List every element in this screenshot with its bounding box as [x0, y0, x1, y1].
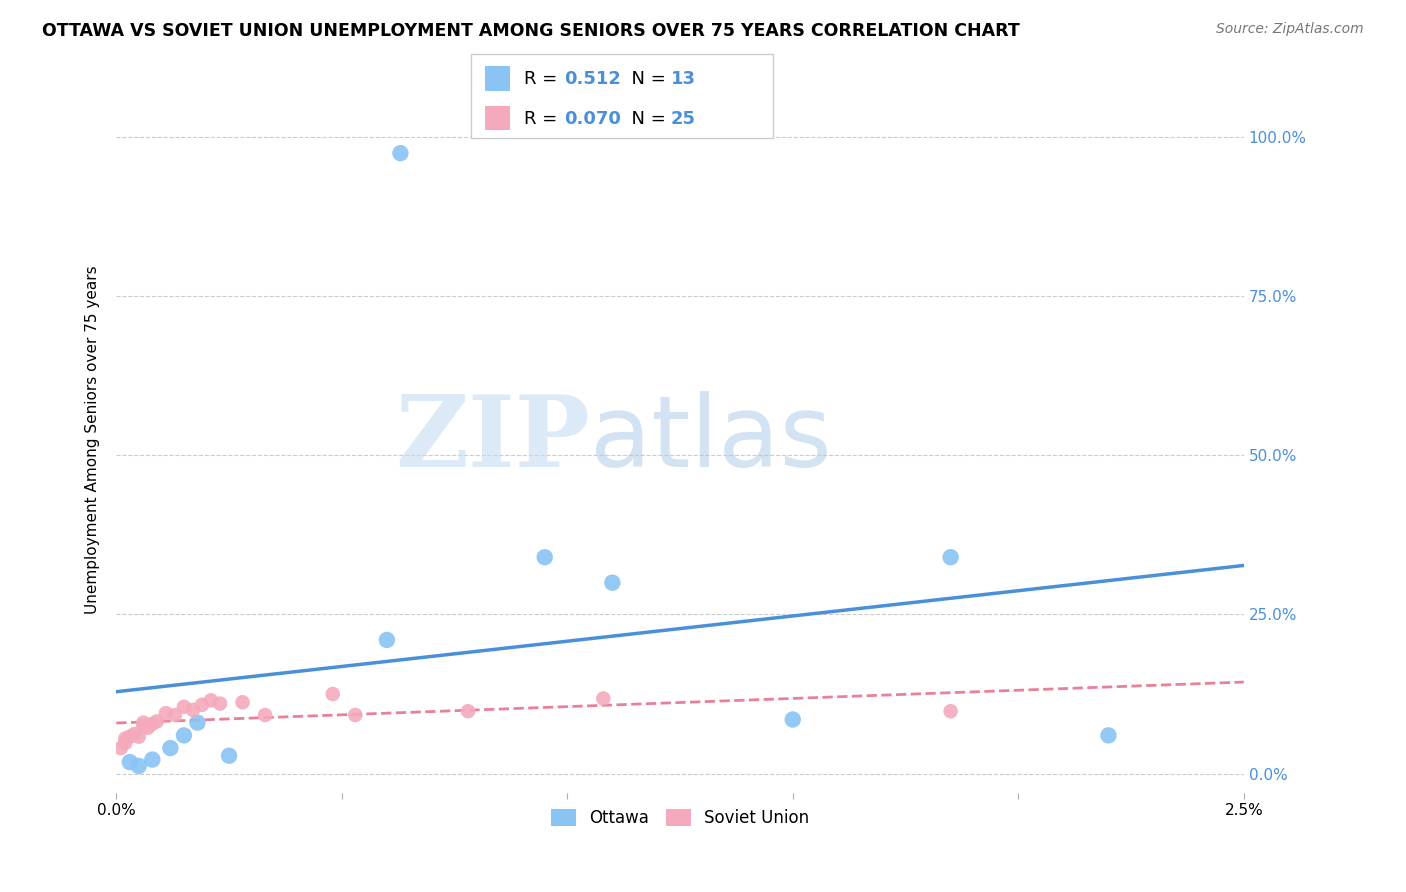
Point	[159, 741, 181, 756]
Text: N =: N =	[620, 110, 672, 128]
Point	[218, 748, 240, 763]
Point	[939, 704, 962, 718]
Point	[141, 753, 163, 767]
Point	[128, 730, 150, 744]
Point	[128, 759, 150, 773]
Point	[118, 730, 141, 744]
Point	[110, 741, 132, 756]
Text: 13: 13	[671, 70, 696, 87]
Point	[173, 699, 195, 714]
Point	[136, 721, 159, 735]
Point	[114, 731, 136, 746]
Point	[782, 713, 804, 727]
Point	[344, 708, 367, 723]
Point	[232, 695, 254, 709]
Point	[186, 715, 208, 730]
Point	[322, 687, 344, 701]
Point	[602, 575, 624, 590]
Point	[173, 728, 195, 742]
Text: Source: ZipAtlas.com: Source: ZipAtlas.com	[1216, 22, 1364, 37]
Text: 0.070: 0.070	[564, 110, 620, 128]
Point	[163, 708, 186, 723]
Point	[132, 719, 155, 733]
Y-axis label: Unemployment Among Seniors over 75 years: Unemployment Among Seniors over 75 years	[86, 265, 100, 614]
Text: atlas: atlas	[591, 391, 831, 488]
Text: R =: R =	[524, 110, 564, 128]
Point	[208, 697, 231, 711]
Point	[191, 698, 214, 712]
Point	[146, 714, 169, 729]
Point	[533, 550, 555, 565]
Text: 0.512: 0.512	[564, 70, 620, 87]
Point	[254, 708, 277, 723]
Text: ZIP: ZIP	[395, 391, 591, 488]
Legend: Ottawa, Soviet Union: Ottawa, Soviet Union	[544, 802, 815, 834]
Point	[457, 704, 479, 718]
Text: OTTAWA VS SOVIET UNION UNEMPLOYMENT AMONG SENIORS OVER 75 YEARS CORRELATION CHAR: OTTAWA VS SOVIET UNION UNEMPLOYMENT AMON…	[42, 22, 1019, 40]
Point	[1097, 728, 1119, 742]
Point	[118, 755, 141, 769]
Point	[155, 706, 177, 720]
Point	[389, 146, 412, 161]
Text: N =: N =	[620, 70, 672, 87]
Text: 25: 25	[671, 110, 696, 128]
Point	[141, 717, 163, 731]
Point	[181, 703, 204, 717]
Text: R =: R =	[524, 70, 564, 87]
Point	[592, 691, 614, 706]
Point	[200, 693, 222, 707]
Point	[132, 715, 155, 730]
Point	[114, 736, 136, 750]
Point	[375, 632, 398, 647]
Point	[939, 550, 962, 565]
Point	[124, 727, 146, 741]
